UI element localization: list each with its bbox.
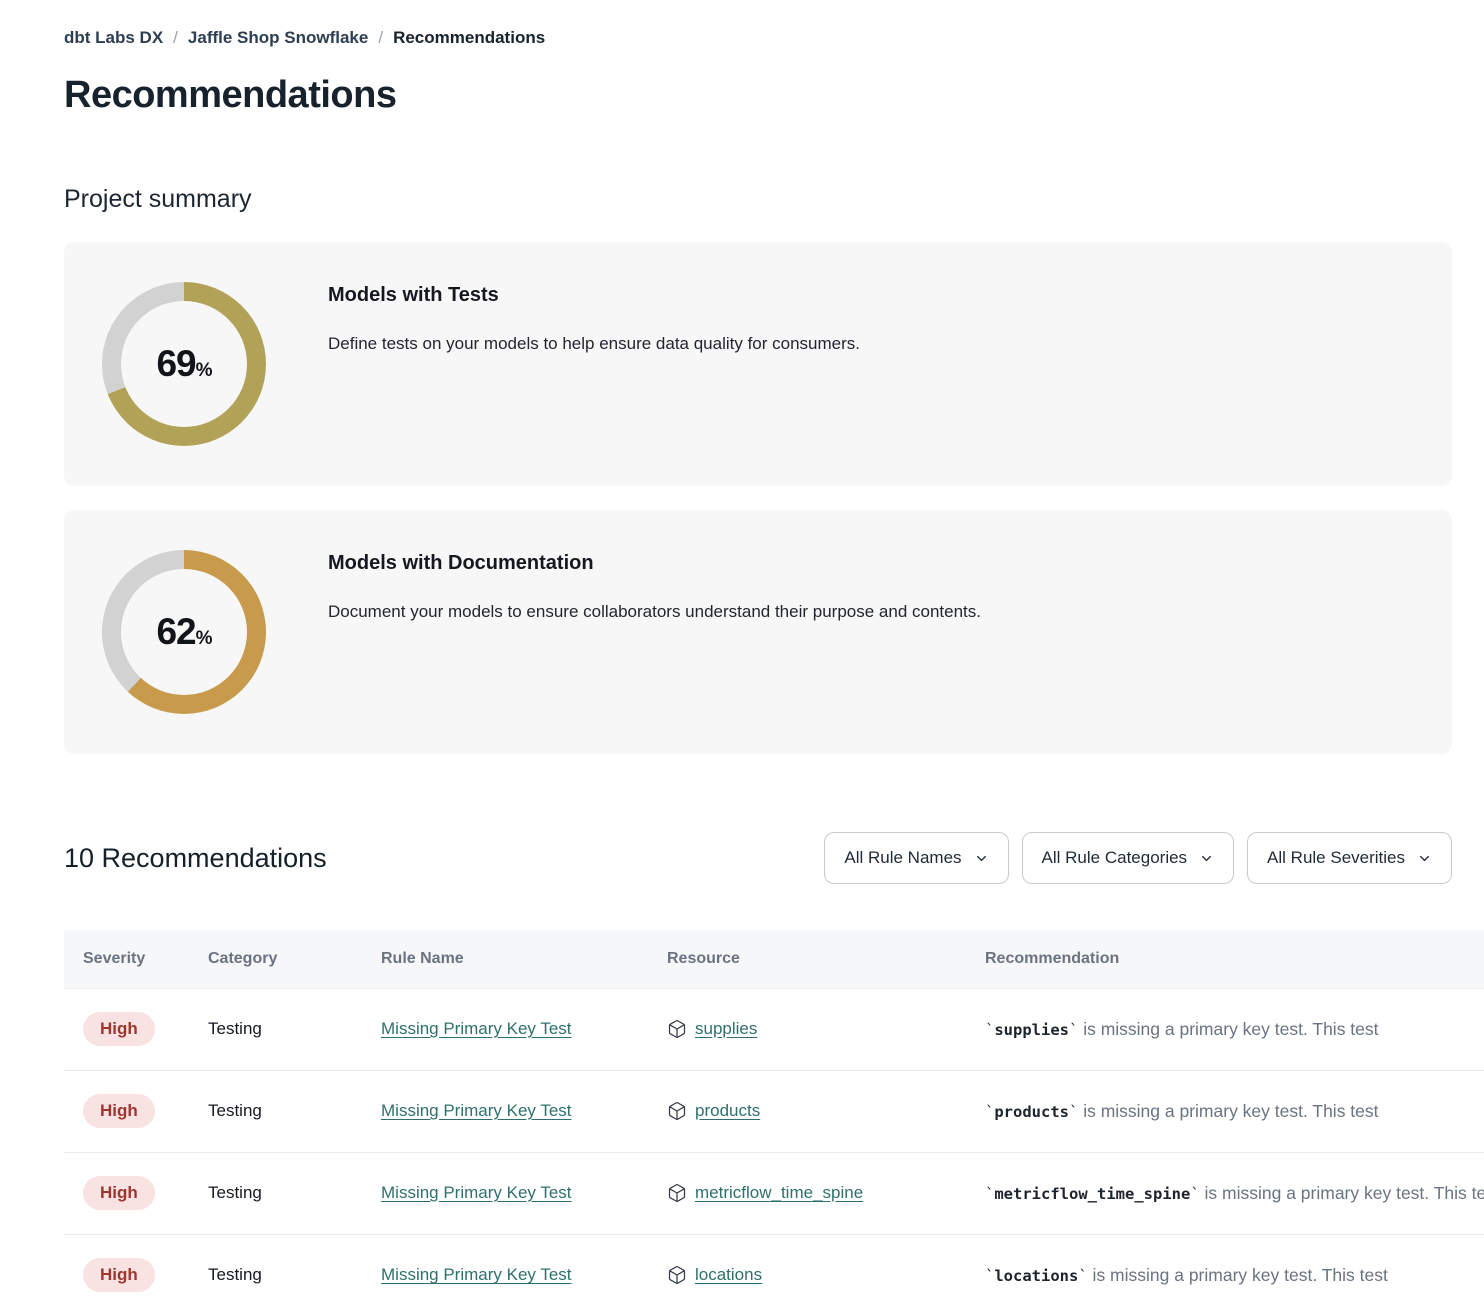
severity-badge: High [83, 1011, 155, 1047]
rule-name-link[interactable]: Missing Primary Key Test [381, 1019, 572, 1038]
column-header-rule-name: Rule Name [381, 930, 667, 989]
donut-hole: 62% [121, 569, 247, 695]
filter-label: All Rule Categories [1041, 848, 1188, 867]
docs-coverage-donut: 62% [102, 550, 266, 714]
docs-coverage-percent: 62% [156, 611, 212, 652]
card-description: Define tests on your models to help ensu… [328, 334, 861, 353]
breadcrumb-item-account[interactable]: dbt Labs DX [64, 28, 164, 47]
severity-badge: High [83, 1175, 155, 1211]
table-row: High Testing Missing Primary Key Test me… [64, 1151, 1484, 1234]
recommendations-toolbar: 10 Recommendations All Rule Names All Ru… [64, 832, 1452, 884]
recommendation-text: is missing a primary key test. This test [1087, 1264, 1388, 1285]
card-title-models-with-documentation: Models with Documentation [328, 552, 594, 574]
recommendation-text: is missing a primary key test. This test [1078, 1018, 1379, 1039]
recommendation-cell: products is missing a primary key test. … [985, 1069, 1484, 1152]
rule-name-link[interactable]: Missing Primary Key Test [381, 1101, 572, 1120]
resource-link[interactable]: products [695, 1101, 761, 1120]
filter-label: All Rule Severities [1267, 848, 1405, 867]
resource-code: metricflow_time_spine [985, 1185, 1200, 1203]
category-cell: Testing [208, 1069, 381, 1152]
category-cell: Testing [208, 1019, 262, 1038]
model-cube-icon [668, 1020, 686, 1039]
resource-code: products [985, 1103, 1078, 1121]
recommendation-cell: metricflow_time_spine is missing a prima… [985, 1151, 1484, 1234]
category-cell: Testing [208, 1233, 381, 1316]
recommendation-cell: supplies is missing a primary key test. … [985, 988, 1484, 1070]
resource-link[interactable]: metricflow_time_spine [695, 1183, 864, 1202]
resource-code: locations [985, 1267, 1088, 1285]
donut-hole: 69% [121, 301, 247, 427]
severity-badge: High [83, 1258, 155, 1293]
severity-badge: High [83, 1093, 155, 1129]
recommendation-text: is missing a primary key test. This test [1199, 1182, 1484, 1203]
recommendation-cell: locations is missing a primary key test.… [985, 1233, 1484, 1316]
column-header-severity: Severity [64, 930, 208, 989]
category-cell: Testing [208, 1151, 381, 1234]
table-row: High Testing Missing Primary Key Test lo… [64, 1233, 1484, 1316]
model-cube-icon [668, 1184, 686, 1203]
tests-coverage-donut: 69% [102, 282, 266, 446]
breadcrumb-separator: / [173, 28, 178, 47]
column-header-resource: Resource [667, 930, 985, 989]
card-title-models-with-tests: Models with Tests [328, 284, 499, 306]
resource-link[interactable]: locations [695, 1265, 763, 1285]
model-cube-icon [668, 1266, 686, 1285]
filter-rule-severities-dropdown[interactable]: All Rule Severities [1247, 832, 1452, 884]
filter-rule-categories-dropdown[interactable]: All Rule Categories [1021, 832, 1235, 884]
recommendations-count-heading: 10 Recommendations [64, 842, 327, 873]
recommendations-table: Severity Category Rule Name Resource Rec… [64, 930, 1484, 1316]
recommendation-text: is missing a primary key test. This test [1078, 1100, 1379, 1121]
column-header-category: Category [208, 930, 381, 989]
filter-label: All Rule Names [844, 848, 962, 867]
resource-code: supplies [985, 1021, 1078, 1039]
model-cube-icon [668, 1102, 686, 1121]
column-header-recommendation: Recommendation [985, 930, 1484, 989]
filter-group: All Rule Names All Rule Categories All R… [824, 832, 1452, 884]
table-row: High Testing Missing Primary Key Test pr… [64, 1069, 1484, 1152]
chevron-down-icon [1202, 855, 1212, 861]
project-summary-heading: Project summary [64, 185, 252, 213]
rule-name-link[interactable]: Missing Primary Key Test [381, 1265, 572, 1285]
breadcrumb-item-project[interactable]: Jaffle Shop Snowflake [187, 28, 369, 47]
table-row: High Testing Missing Primary Key Test su… [64, 988, 1484, 1070]
table-header-row: Severity Category Rule Name Resource Rec… [64, 930, 1484, 989]
page-title: Recommendations [64, 74, 397, 116]
breadcrumb: dbt Labs DX / Jaffle Shop Snowflake / Re… [64, 28, 1452, 48]
summary-card-documentation: 62% Models with Documentation Document y… [64, 510, 1452, 754]
resource-link[interactable]: supplies [695, 1019, 758, 1038]
rule-name-link[interactable]: Missing Primary Key Test [381, 1183, 572, 1202]
tests-coverage-percent: 69% [156, 343, 212, 384]
filter-rule-names-dropdown[interactable]: All Rule Names [824, 832, 1009, 884]
breadcrumb-item-current: Recommendations [393, 28, 546, 47]
recommendations-table-wrapper: Severity Category Rule Name Resource Rec… [64, 930, 1484, 1316]
card-description: Document your models to ensure collabora… [328, 602, 981, 621]
chevron-down-icon [1420, 855, 1429, 861]
chevron-down-icon [976, 855, 986, 861]
breadcrumb-separator: / [378, 28, 384, 47]
summary-card-tests: 69% Models with Tests Define tests on yo… [64, 242, 1452, 486]
